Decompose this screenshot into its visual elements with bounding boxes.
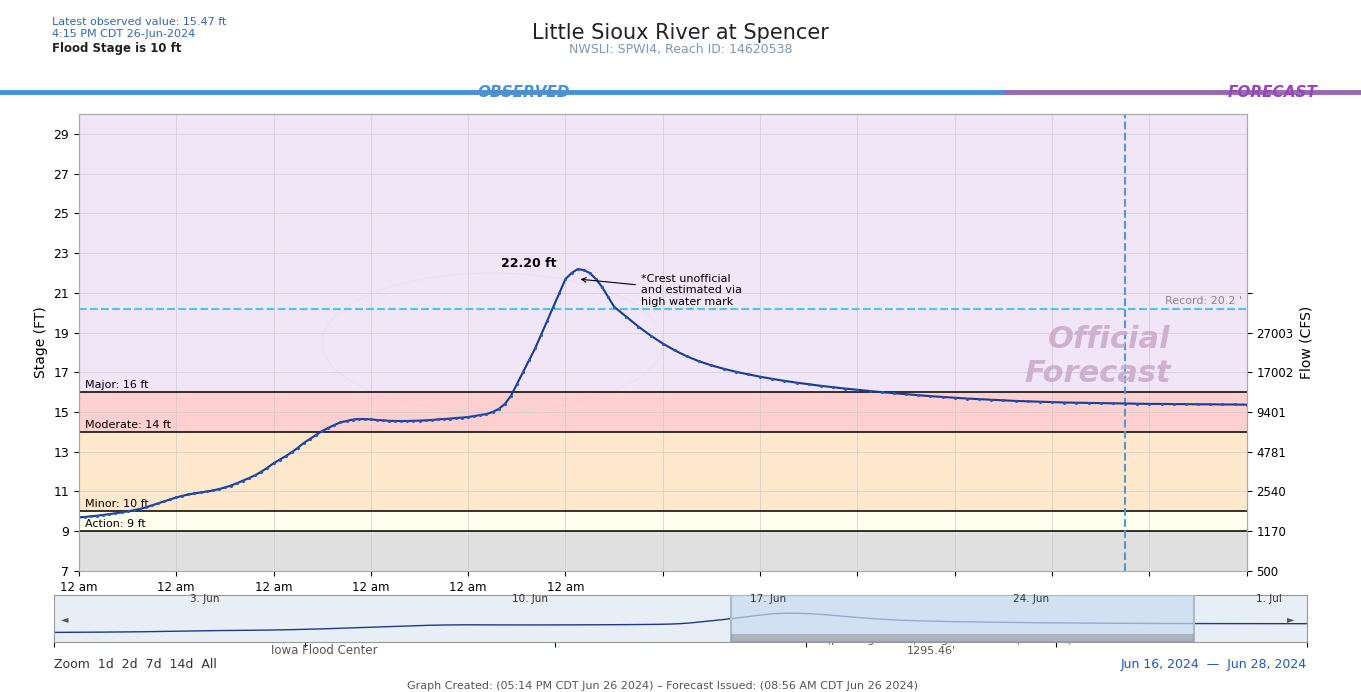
Text: ◄: ◄ <box>61 614 68 623</box>
Bar <box>79 432 1247 511</box>
Text: 3. Jun: 3. Jun <box>191 594 219 604</box>
Text: 24. Jun: 24. Jun <box>1013 594 1049 604</box>
Text: Flood Stage is 10 ft: Flood Stage is 10 ft <box>52 42 181 55</box>
Text: SPWI4 (plotting HGIRS) *Cage 0* Datum (NGVD29):
1295.46': SPWI4 (plotting HGIRS) *Cage 0* Datum (N… <box>788 635 1075 657</box>
Text: Zoom  1d  2d  7d  14d  All: Zoom 1d 2d 7d 14d All <box>54 658 218 671</box>
Text: *Crest unofficial
and estimated via
high water mark: *Crest unofficial and estimated via high… <box>581 273 742 307</box>
Text: Major: 16 ft: Major: 16 ft <box>84 380 148 390</box>
Text: Iowa Flood Center: Iowa Flood Center <box>271 644 377 657</box>
Text: Little Sioux River at Spencer: Little Sioux River at Spencer <box>532 24 829 43</box>
Bar <box>731 595 1194 642</box>
Bar <box>731 634 1194 642</box>
Text: 22.20 ft: 22.20 ft <box>501 257 557 270</box>
Text: Moderate: 14 ft: Moderate: 14 ft <box>84 419 170 430</box>
X-axis label: Site Time (CDT): Site Time (CDT) <box>608 614 717 628</box>
Text: Official
Forecast: Official Forecast <box>1023 325 1170 388</box>
Text: Action: 9 ft: Action: 9 ft <box>84 519 146 529</box>
Text: NWSLI: SPWI4, Reach ID: 14620538: NWSLI: SPWI4, Reach ID: 14620538 <box>569 44 792 56</box>
Text: 10. Jun: 10. Jun <box>512 594 548 604</box>
Bar <box>79 511 1247 531</box>
Bar <box>79 15 1247 392</box>
Text: 4:15 PM CDT 26-Jun-2024: 4:15 PM CDT 26-Jun-2024 <box>52 29 195 39</box>
Text: 1. Jul: 1. Jul <box>1256 594 1282 604</box>
Bar <box>79 392 1247 432</box>
Text: Latest observed value: 15.47 ft: Latest observed value: 15.47 ft <box>52 17 226 27</box>
Text: ►: ► <box>1286 614 1294 623</box>
Text: Graph Created: (05:14 PM CDT Jun 26 2024) – Forecast Issued: (08:56 AM CDT Jun 2: Graph Created: (05:14 PM CDT Jun 26 2024… <box>407 680 919 691</box>
Text: OBSERVED: OBSERVED <box>478 84 570 100</box>
Bar <box>79 531 1247 571</box>
Text: Record: 20.2 ': Record: 20.2 ' <box>1165 295 1243 306</box>
Y-axis label: Flow (CFS): Flow (CFS) <box>1300 306 1313 379</box>
Text: Minor: 10 ft: Minor: 10 ft <box>84 499 148 509</box>
Text: Jun 16, 2024  —  Jun 28, 2024: Jun 16, 2024 — Jun 28, 2024 <box>1120 658 1307 671</box>
Text: 17. Jun: 17. Jun <box>750 594 787 604</box>
Text: FORECAST: FORECAST <box>1228 84 1317 100</box>
Y-axis label: Stage (FT): Stage (FT) <box>34 307 48 379</box>
